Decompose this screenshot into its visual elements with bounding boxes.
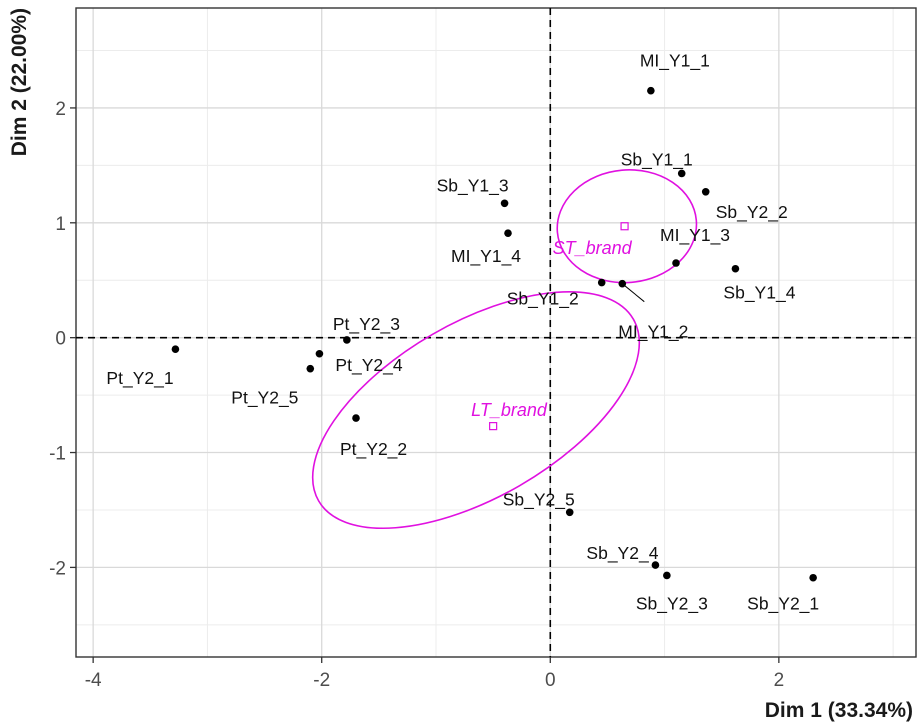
data-point bbox=[565, 508, 574, 517]
x-tick-label: 2 bbox=[774, 670, 785, 691]
x-tick-label: 0 bbox=[545, 670, 556, 691]
data-points bbox=[171, 86, 817, 582]
point-label: Sb_Y1_3 bbox=[437, 175, 509, 196]
y-tick-label: 1 bbox=[55, 214, 66, 235]
point-label: Sb_Y2_4 bbox=[586, 543, 658, 564]
data-point bbox=[343, 336, 351, 344]
category-center-marker bbox=[620, 222, 629, 231]
data-point bbox=[672, 259, 680, 267]
data-point bbox=[809, 573, 817, 582]
category-centers: ST_brand LT_brand bbox=[471, 222, 633, 431]
point-label: Sb_Y1_1 bbox=[621, 149, 693, 170]
data-point bbox=[651, 561, 660, 569]
point-label: Pt_Y2_5 bbox=[231, 388, 298, 409]
point-label: Sb_Y1_2 bbox=[507, 289, 579, 310]
x-tick-label: -4 bbox=[85, 670, 102, 691]
point-label: MI_Y1_3 bbox=[660, 225, 730, 246]
data-point bbox=[647, 86, 655, 95]
label-leader-line bbox=[621, 283, 645, 303]
data-point bbox=[352, 414, 360, 422]
confidence-ellipse-1 bbox=[311, 291, 641, 530]
data-point bbox=[306, 364, 315, 373]
data-point bbox=[731, 264, 740, 273]
x-axis-title: Dim 1 (33.34%) bbox=[765, 699, 913, 722]
plot-panel bbox=[75, 7, 917, 658]
category-label: ST_brand bbox=[553, 238, 633, 258]
point-label: MI_Y1_2 bbox=[618, 322, 688, 343]
panel-border bbox=[75, 7, 917, 658]
point-label: Pt_Y2_2 bbox=[340, 439, 407, 460]
data-point bbox=[663, 571, 671, 580]
data-point bbox=[597, 278, 606, 287]
y-tick-label: -1 bbox=[49, 444, 66, 465]
category-label: LT_brand bbox=[471, 400, 548, 420]
point-label: Sb_Y2_3 bbox=[636, 593, 708, 614]
category-center-marker bbox=[489, 422, 498, 431]
reference-lines bbox=[76, 8, 916, 657]
x-tick-label: -2 bbox=[313, 670, 330, 691]
data-point bbox=[618, 279, 627, 288]
point-label: Pt_Y2_3 bbox=[333, 314, 400, 335]
data-point bbox=[171, 345, 180, 353]
point-label: MI_Y1_4 bbox=[451, 246, 521, 267]
y-axis-ticks: -2 -1 0 1 2 bbox=[49, 99, 76, 579]
y-tick-label: 0 bbox=[55, 329, 66, 350]
data-point bbox=[701, 187, 710, 196]
y-tick-label: 2 bbox=[55, 99, 66, 120]
panel-background bbox=[76, 8, 916, 657]
point-label: Sb_Y2_5 bbox=[503, 489, 575, 510]
y-tick-label: -2 bbox=[49, 558, 66, 579]
point-label: MI_Y1_1 bbox=[640, 51, 710, 72]
data-point bbox=[677, 169, 686, 178]
data-point-labels: MI_Y1_1 Sb_Y1_1 Sb_Y2_2 Sb_Y1_3 MI_Y1_4 MI_Y1… bbox=[106, 51, 819, 615]
data-point bbox=[504, 229, 512, 237]
y-axis-title: Dim 2 (22.00%) bbox=[8, 8, 31, 156]
data-point bbox=[500, 199, 509, 208]
x-axis-ticks: -4 -2 0 2 bbox=[85, 657, 784, 691]
point-label: Pt_Y2_4 bbox=[335, 355, 402, 376]
point-label: Pt_Y2_1 bbox=[106, 368, 173, 389]
point-label: Sb_Y2_1 bbox=[747, 594, 819, 615]
confidence-ellipse-0 bbox=[556, 169, 698, 284]
point-label: Sb_Y2_2 bbox=[716, 202, 788, 223]
point-label: Sb_Y1_4 bbox=[723, 283, 795, 304]
data-point bbox=[315, 349, 324, 358]
confidence-ellipses bbox=[311, 169, 698, 530]
